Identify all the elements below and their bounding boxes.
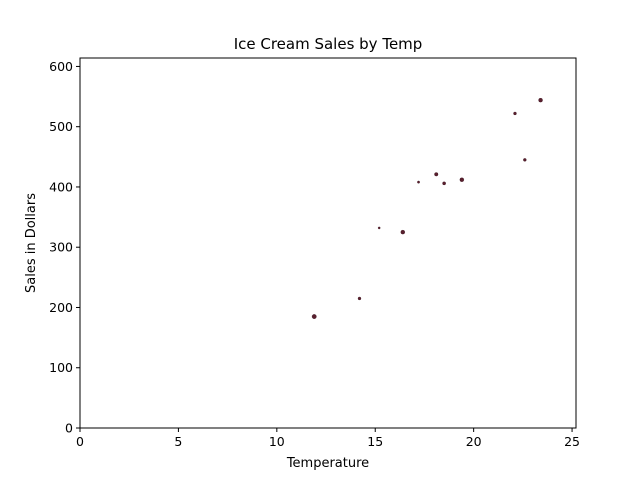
data-points [311, 98, 543, 319]
data-point [434, 172, 439, 177]
x-tick-label: 15 [367, 434, 383, 449]
data-point [400, 230, 405, 235]
y-tick-label: 600 [49, 59, 73, 74]
x-tick-label: 5 [174, 434, 182, 449]
data-point [538, 98, 543, 103]
y-tick-label: 400 [49, 179, 73, 194]
y-tick-label: 200 [49, 300, 73, 315]
x-tick-label: 20 [466, 434, 482, 449]
data-point [311, 314, 317, 319]
x-tick-label: 0 [76, 434, 84, 449]
y-tick-label: 500 [49, 119, 73, 134]
data-point [513, 111, 517, 116]
data-point [523, 158, 527, 162]
data-point [417, 180, 420, 184]
chart-title: Ice Cream Sales by Temp [234, 35, 423, 53]
y-tick-label: 100 [49, 360, 73, 375]
data-point [442, 181, 446, 186]
x-tick-label: 25 [564, 434, 580, 449]
y-axis: 0 100 200 300 400 500 600 [49, 59, 80, 436]
data-point [459, 177, 464, 182]
y-tick-label: 0 [65, 421, 73, 436]
x-axis: 0 5 10 15 20 25 [76, 428, 580, 449]
data-point [357, 296, 362, 301]
y-tick-label: 300 [49, 240, 73, 255]
data-point [377, 226, 381, 230]
x-tick-label: 10 [269, 434, 285, 449]
x-axis-title: Temperature [286, 456, 369, 471]
plot-frame [79, 57, 577, 429]
y-axis-title: Sales in Dollars [24, 193, 39, 293]
